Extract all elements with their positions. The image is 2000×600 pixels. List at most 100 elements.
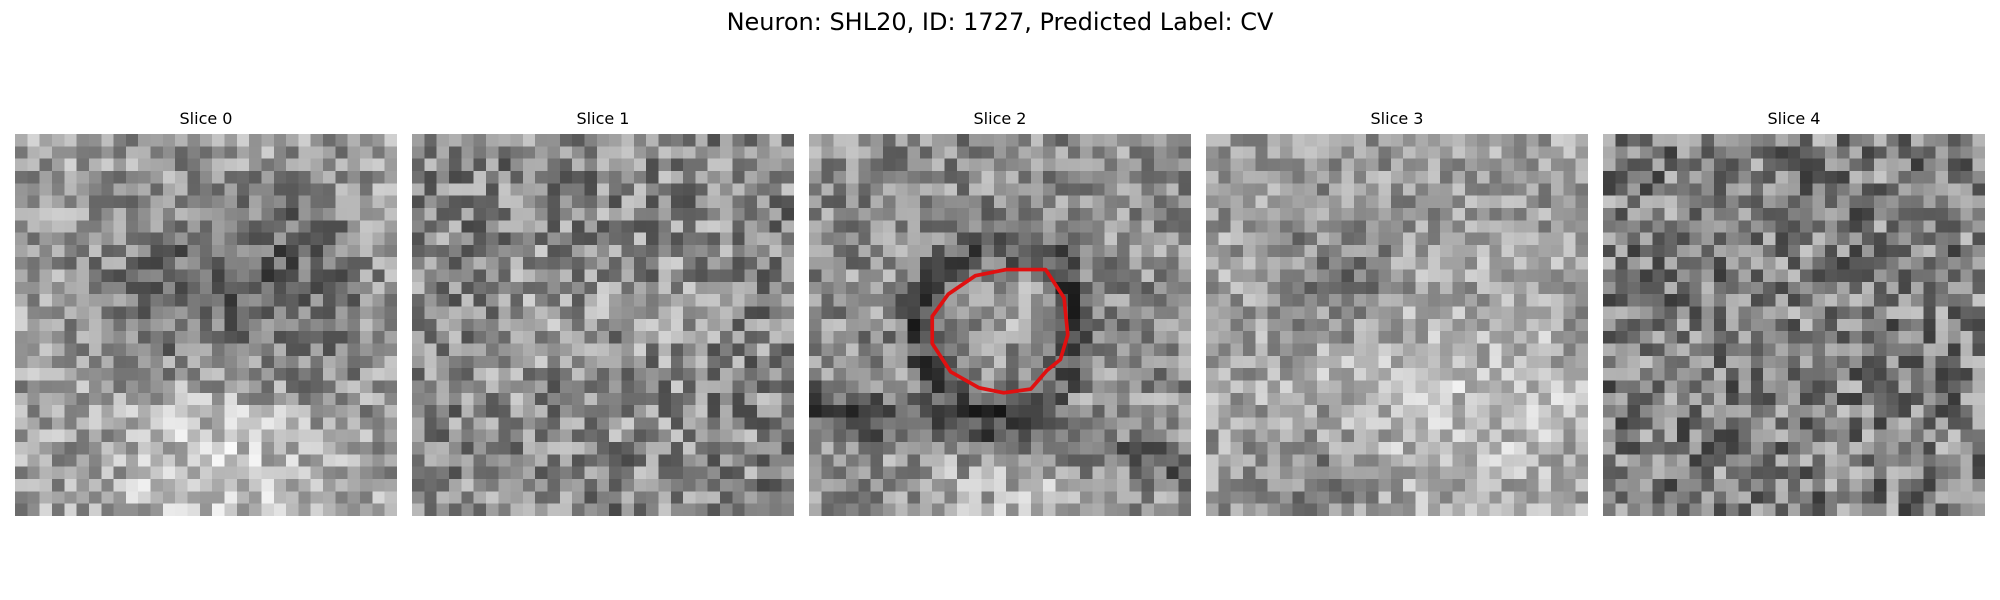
pixel [833, 281, 847, 295]
pixel [522, 417, 536, 430]
pixel [1452, 269, 1466, 283]
pixel [658, 429, 672, 443]
pixel [76, 442, 90, 455]
pixel [236, 355, 250, 369]
pixel [1787, 146, 1801, 159]
pixel [64, 281, 77, 295]
pixel [969, 368, 982, 381]
pixel [683, 294, 696, 307]
pixel [919, 429, 933, 443]
pixel [1316, 466, 1330, 480]
pixel [1415, 466, 1429, 480]
pixel [1452, 417, 1466, 430]
pixel [1787, 207, 1801, 221]
pixel [1304, 306, 1318, 320]
pixel [1242, 503, 1256, 516]
pixel [162, 343, 176, 357]
pixel [1824, 405, 1838, 418]
pixel [310, 491, 324, 504]
pixel [1923, 442, 1936, 455]
pixel [473, 503, 487, 516]
pixel [1154, 491, 1167, 504]
pixel [695, 232, 708, 246]
slice-title-4: Slice 4 [1767, 109, 1821, 128]
pixel [1178, 294, 1191, 307]
pixel [1415, 281, 1429, 295]
pixel [1639, 442, 1653, 455]
pixel [1154, 392, 1167, 406]
pixel [907, 442, 921, 455]
pixel [870, 503, 884, 516]
pixel [1849, 331, 1863, 344]
pixel [101, 380, 114, 394]
pixel [1514, 405, 1527, 418]
pixel [1141, 491, 1155, 504]
pixel [412, 306, 425, 320]
pixel [384, 479, 397, 492]
pixel [113, 429, 127, 443]
pixel [833, 355, 847, 369]
pixel [125, 134, 139, 147]
pixel [845, 244, 859, 258]
pixel [1230, 318, 1244, 332]
pixel [1652, 134, 1665, 147]
pixel [1378, 195, 1392, 209]
pixel [1563, 232, 1576, 246]
pixel [1701, 257, 1715, 270]
pixel [1911, 417, 1924, 430]
pixel [1304, 417, 1318, 430]
pixel [1067, 503, 1081, 516]
pixel [732, 232, 745, 246]
pixel [1006, 368, 1019, 381]
pixel [125, 368, 139, 381]
pixel [1800, 269, 1813, 283]
pixel [1489, 491, 1502, 504]
pixel [1676, 220, 1690, 233]
pixel [1129, 429, 1142, 443]
pixel [175, 503, 188, 516]
pixel [757, 170, 770, 184]
pixel [821, 146, 834, 159]
pixel [1378, 257, 1392, 270]
pixel [1627, 405, 1641, 418]
pixel [1676, 429, 1690, 443]
pixel [1800, 257, 1813, 270]
pixel [347, 134, 361, 147]
pixel [1551, 454, 1564, 467]
pixel [150, 392, 164, 406]
pixel [1230, 158, 1244, 172]
pixel [646, 331, 659, 344]
pixel [1292, 306, 1305, 320]
pixel [1972, 454, 1985, 467]
pixel [1627, 134, 1641, 147]
pixel [1713, 343, 1727, 357]
pixel [473, 158, 487, 172]
pixel [1726, 306, 1739, 320]
pixel [1911, 134, 1924, 147]
pixel [1366, 269, 1379, 283]
pixel [1526, 355, 1539, 369]
pixel [732, 257, 745, 270]
pixel [633, 306, 647, 320]
pixel [384, 343, 397, 357]
pixel [870, 491, 884, 504]
pixel [646, 318, 659, 332]
pixel [1501, 207, 1515, 221]
pixel [907, 355, 921, 369]
pixel [1141, 220, 1155, 233]
pixel [993, 220, 1007, 233]
pixel [1615, 355, 1628, 369]
pixel [559, 466, 573, 480]
pixel [175, 134, 188, 147]
pixel [621, 257, 635, 270]
pixel [88, 244, 102, 258]
pixel [1713, 355, 1727, 369]
pixel [1898, 318, 1912, 332]
pixel [1018, 368, 1032, 381]
pixel [372, 158, 385, 172]
pixel [39, 134, 53, 147]
pixel [335, 146, 348, 159]
pixel [809, 331, 822, 344]
pixel [1775, 269, 1789, 283]
pixel [261, 380, 275, 394]
